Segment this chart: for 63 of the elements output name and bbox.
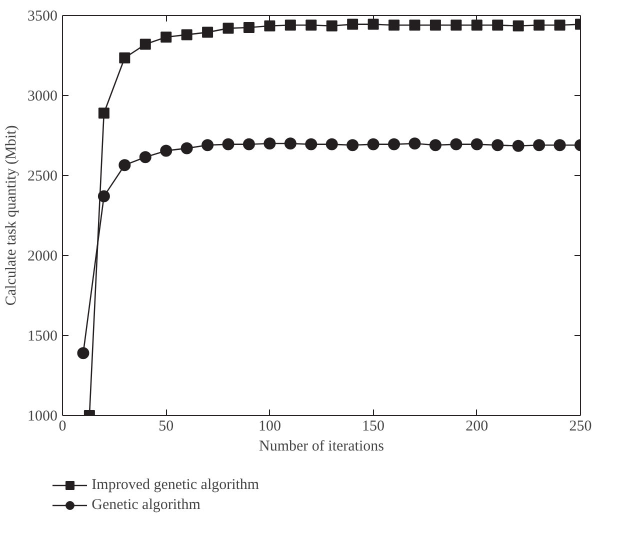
point xyxy=(222,22,234,34)
point xyxy=(450,138,462,150)
point xyxy=(554,20,566,31)
point xyxy=(160,32,172,43)
y-tick-label: 3500 xyxy=(28,8,58,24)
point xyxy=(160,144,172,157)
point xyxy=(326,138,338,150)
point xyxy=(492,20,504,31)
point xyxy=(140,38,151,50)
point xyxy=(306,20,317,31)
y-tick-label: 2000 xyxy=(28,248,58,264)
point xyxy=(492,139,504,152)
point xyxy=(202,139,214,152)
y-tick-label: 1000 xyxy=(28,408,58,424)
point xyxy=(305,138,318,150)
point xyxy=(98,108,110,119)
legend-label: Improved genetic algorithm xyxy=(92,476,260,494)
point xyxy=(346,139,359,152)
point xyxy=(326,20,338,32)
point xyxy=(222,138,234,150)
point xyxy=(347,18,358,30)
point xyxy=(533,139,546,152)
point xyxy=(181,29,192,40)
point xyxy=(408,138,421,150)
point xyxy=(388,138,400,150)
point xyxy=(77,347,90,360)
point xyxy=(118,159,131,172)
x-tick-label: 200 xyxy=(466,418,488,434)
point xyxy=(429,139,442,152)
point xyxy=(388,20,400,31)
point xyxy=(284,138,296,150)
point xyxy=(512,140,524,152)
point xyxy=(284,20,296,31)
point xyxy=(471,20,482,31)
y-axis-title: Calculate task quantity (Mbit) xyxy=(4,125,20,306)
legend-label: Genetic algorithm xyxy=(92,496,200,514)
x-tick-label: 0 xyxy=(58,418,66,434)
point xyxy=(450,20,462,31)
point xyxy=(409,20,420,31)
point xyxy=(430,20,441,31)
y-tick-label: 3000 xyxy=(28,88,58,104)
point xyxy=(264,138,276,150)
point xyxy=(368,18,379,30)
point xyxy=(243,22,254,33)
point xyxy=(470,138,483,150)
y-tick-label: 2500 xyxy=(28,168,58,184)
point xyxy=(534,20,545,31)
x-tick-label: 100 xyxy=(258,418,281,434)
point xyxy=(242,138,255,150)
point xyxy=(202,26,214,38)
x-tick-label: 250 xyxy=(569,418,592,434)
y-tick-label: 1500 xyxy=(28,328,58,344)
point xyxy=(264,20,276,32)
point xyxy=(139,151,152,164)
point xyxy=(367,138,380,150)
x-tick-label: 150 xyxy=(362,418,385,434)
point xyxy=(554,139,566,152)
point xyxy=(512,20,524,32)
x-tick-label: 50 xyxy=(158,418,174,434)
point xyxy=(180,142,193,154)
x-axis-title: Number of iterations xyxy=(259,438,384,454)
point xyxy=(98,190,110,202)
point xyxy=(119,52,130,64)
